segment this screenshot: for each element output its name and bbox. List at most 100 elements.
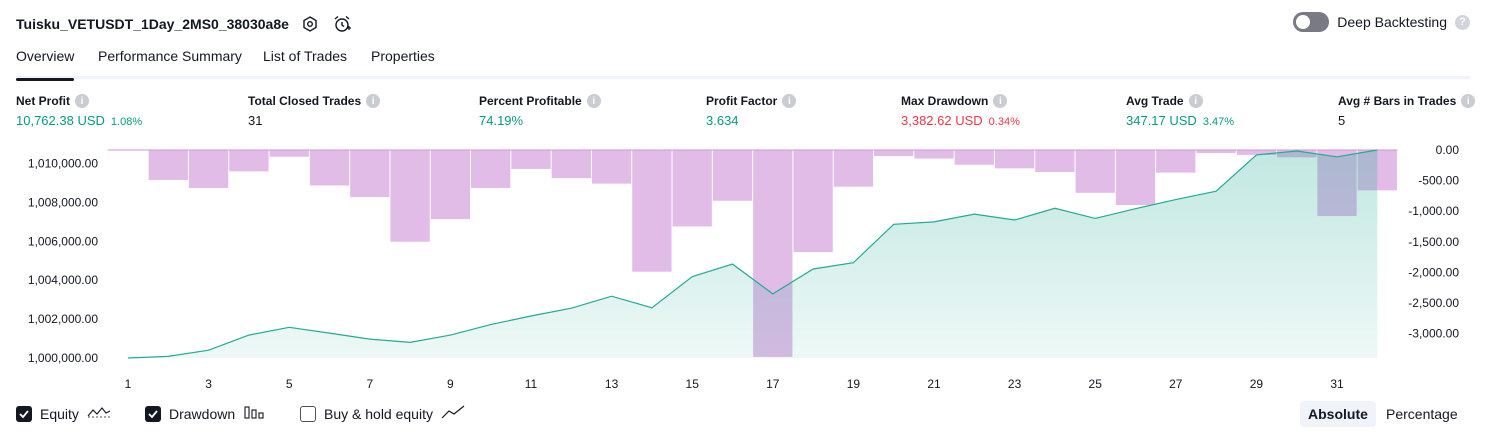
- left-axis-tick: 1,004,000.00: [28, 273, 98, 287]
- x-axis-tick: 23: [1008, 377, 1022, 390]
- drawdown-bar: [188, 150, 229, 188]
- legend-equity[interactable]: Equity: [16, 404, 111, 423]
- metric-value: 31: [248, 113, 263, 128]
- metric-label: Max Drawdown: [901, 94, 989, 108]
- drawdown-bar: [148, 150, 188, 180]
- info-icon[interactable]: i: [993, 94, 1008, 108]
- tab-list-of-trades[interactable]: List of Trades: [263, 48, 348, 64]
- equity-line-icon: [87, 404, 111, 423]
- metric-percent-profitable: Percent Profitable i 74.19%: [479, 93, 601, 128]
- x-axis-tick: 27: [1169, 377, 1183, 390]
- question-icon[interactable]: ?: [1455, 14, 1470, 30]
- equity-checkbox[interactable]: [16, 405, 32, 422]
- right-axis-tick: 0.00: [1436, 143, 1460, 157]
- x-axis-tick: 21: [927, 377, 941, 390]
- metric-label: Profit Factor: [706, 94, 778, 108]
- drawdown-bar: [511, 150, 551, 169]
- left-axis-tick: 1,006,000.00: [28, 234, 98, 248]
- drawdown-checkbox[interactable]: [145, 405, 161, 422]
- info-icon[interactable]: i: [366, 94, 381, 108]
- metric-value: 5: [1338, 113, 1346, 128]
- legend-label: Drawdown: [169, 405, 236, 422]
- drawdown-bars-icon: [243, 404, 265, 423]
- drawdown-bar: [914, 150, 954, 159]
- x-axis-tick: 19: [847, 377, 861, 390]
- buy-hold-checkbox[interactable]: [300, 405, 316, 422]
- info-icon[interactable]: i: [586, 94, 601, 108]
- absolute-button[interactable]: Absolute: [1300, 401, 1376, 427]
- gear-icon[interactable]: [299, 13, 321, 35]
- right-axis-tick: -2,500.00: [1408, 296, 1459, 310]
- percentage-button[interactable]: Percentage: [1386, 406, 1458, 422]
- right-axis-tick: -1,000.00: [1408, 204, 1459, 218]
- metric-value: 3,382.62 USD: [901, 113, 983, 128]
- metric-avg-trade: Avg Trade i 347.17 USD 3.47%: [1126, 93, 1234, 128]
- metric-label: Net Profit: [16, 94, 70, 108]
- info-icon[interactable]: i: [1188, 94, 1203, 108]
- metric-label: Avg # Bars in Trades: [1338, 94, 1457, 108]
- deep-backtesting-control: Deep Backtesting ?: [1293, 12, 1470, 32]
- buy-hold-line-icon: [441, 404, 465, 423]
- left-axis-tick: 1,010,000.00: [28, 157, 98, 171]
- info-icon[interactable]: i: [1461, 94, 1476, 108]
- x-axis-tick: 13: [605, 377, 619, 390]
- legend-label: Equity: [40, 405, 79, 422]
- drawdown-bar: [994, 150, 1035, 169]
- left-axis-tick: 1,000,000.00: [28, 351, 98, 365]
- deep-backtesting-toggle[interactable]: [1293, 12, 1330, 32]
- metric-label: Avg Trade: [1126, 94, 1184, 108]
- x-axis-tick: 15: [686, 377, 700, 390]
- drawdown-bar: [632, 150, 672, 272]
- metric-value: 74.19%: [479, 113, 524, 128]
- drawdown-bar: [591, 150, 632, 184]
- x-axis-tick: 1: [125, 377, 132, 390]
- drawdown-bar: [1236, 150, 1277, 155]
- info-icon[interactable]: i: [75, 94, 89, 108]
- drawdown-bar: [309, 150, 350, 186]
- metric-label: Percent Profitable: [479, 94, 582, 108]
- tab-performance-summary[interactable]: Performance Summary: [98, 48, 242, 64]
- alarm-clock-icon[interactable]: [331, 13, 353, 35]
- right-axis-tick: -3,000.00: [1408, 327, 1459, 341]
- report-header: Tuisku_VETUSDT_1Day_2MS0_38030a8e: [16, 12, 353, 36]
- tab-overview[interactable]: Overview: [16, 48, 75, 81]
- metric-value: 3.634: [706, 113, 739, 128]
- drawdown-bar: [672, 150, 712, 227]
- equity-drawdown-chart[interactable]: 1,010,000.00 1,008,000.00 1,006,000.00 1,00…: [0, 140, 1486, 390]
- metric-avg-bars-in-trades: Avg # Bars in Trades i 5: [1338, 93, 1476, 128]
- metric-value: 347.17 USD: [1126, 113, 1197, 128]
- report-tabs: Overview Performance Summary List of Tra…: [16, 44, 1470, 81]
- drawdown-bar: [551, 150, 591, 179]
- drawdown-bar: [430, 150, 471, 220]
- metric-label: Total Closed Trades: [248, 94, 362, 108]
- toggle-knob: [1296, 15, 1311, 29]
- drawdown-bar: [229, 150, 269, 172]
- drawdown-bar: [390, 150, 430, 242]
- info-icon[interactable]: i: [782, 94, 797, 108]
- x-axis-tick: 25: [1089, 377, 1103, 390]
- legend-buy-hold[interactable]: Buy & hold equity: [300, 404, 465, 423]
- left-axis-tick: 1,002,000.00: [28, 312, 98, 326]
- x-axis-tick: 11: [525, 377, 538, 390]
- right-axis-tick: -2,000.00: [1408, 265, 1459, 279]
- drawdown-bar: [874, 150, 914, 157]
- x-axis-tick: 9: [447, 377, 454, 390]
- drawdown-bar: [1115, 150, 1156, 206]
- drawdown-bar: [954, 150, 994, 165]
- drawdown-bar: [712, 150, 753, 201]
- drawdown-bar: [1196, 150, 1236, 154]
- x-axis-tick: 3: [205, 377, 212, 390]
- drawdown-bar: [1156, 150, 1196, 173]
- metric-percent: 3.47%: [1202, 116, 1235, 128]
- metric-total-closed-trades: Total Closed Trades i 31: [248, 93, 381, 128]
- right-axis-tick: -500.00: [1418, 174, 1459, 188]
- equity-area: [128, 150, 1378, 358]
- left-axis-tick: 1,008,000.00: [28, 195, 98, 209]
- x-axis-tick: 29: [1250, 377, 1264, 390]
- metric-net-profit: Net Profit i 10,762.38 USD 1.08%: [16, 93, 142, 128]
- tab-properties[interactable]: Properties: [371, 48, 435, 64]
- legend-label: Buy & hold equity: [324, 405, 433, 422]
- drawdown-bar: [1035, 150, 1075, 173]
- x-axis-tick: 31: [1330, 377, 1344, 390]
- legend-drawdown[interactable]: Drawdown: [145, 404, 265, 423]
